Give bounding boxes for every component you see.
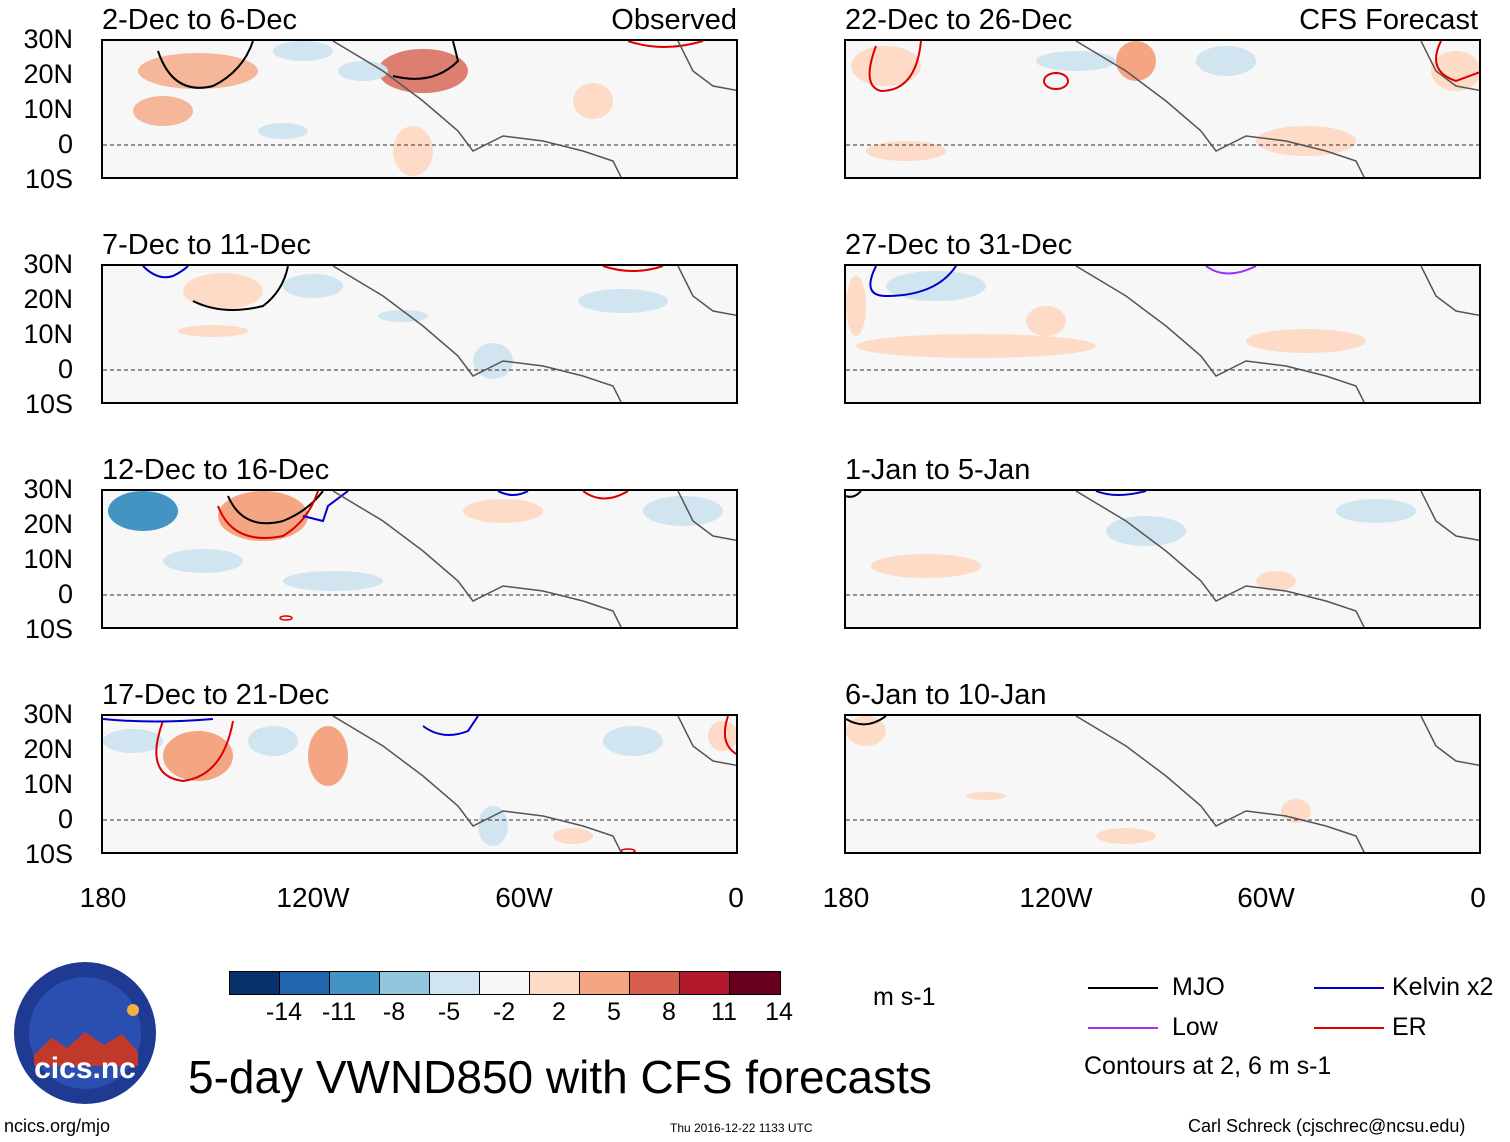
panel-title-fc-4: 6-Jan to 10-Jan	[845, 679, 1047, 711]
colorbar-units: m s-1	[873, 983, 936, 1011]
legend-low-line	[1088, 1027, 1158, 1029]
lat-label-10n: 10N	[23, 94, 73, 124]
footer-url: ncics.org/mjo	[4, 1116, 111, 1136]
lon-label-180: 180	[822, 882, 870, 913]
colorbar-swatch-4	[430, 972, 480, 994]
colorbar-label: -11	[321, 998, 357, 1026]
lon-label-0: 0	[1470, 882, 1486, 913]
lat-label-20n: 20N	[23, 59, 73, 89]
panel-title-obs-1: 2-Dec to 6-Dec	[102, 4, 298, 36]
panel-title-obs-3: 12-Dec to 16-Dec	[102, 454, 330, 486]
panel-title-obs-2: 7-Dec to 11-Dec	[102, 229, 311, 261]
legend-contour-note: Contours at 2, 6 m s-1	[1084, 1052, 1332, 1080]
lat-label-10s: 10S	[24, 389, 73, 419]
colorbar-swatch-1	[280, 972, 330, 994]
legend-kelvin-line	[1314, 987, 1384, 989]
colorbar-label: 14	[765, 998, 793, 1026]
lat-label-20n: 20N	[23, 734, 73, 764]
panel-title-obs-4: 17-Dec to 21-Dec	[102, 679, 330, 711]
lon-label-60w: 60W	[495, 882, 553, 913]
lat-label-10s: 10S	[24, 164, 73, 194]
footer-timestamp: Thu 2016-12-22 1133 UTC	[670, 1121, 813, 1135]
lat-label-20n: 20N	[23, 284, 73, 314]
cfs-forecast-label: CFS Forecast	[1299, 4, 1478, 36]
colorbar-label: 8	[662, 998, 676, 1026]
lat-label-30n: 30N	[23, 474, 73, 504]
lon-label-120w: 120W	[1019, 882, 1093, 913]
map-panel-fc-1	[844, 39, 1481, 179]
lat-label-30n: 30N	[23, 249, 73, 279]
colorbar-label: 11	[711, 998, 737, 1026]
colorbar-swatch-9	[680, 972, 730, 994]
colorbar-swatch-7	[580, 972, 630, 994]
colorbar-swatch-0	[230, 972, 280, 994]
colorbar-swatch-3	[380, 972, 430, 994]
lon-label-120w: 120W	[276, 882, 350, 913]
colorbar-label: 2	[552, 998, 566, 1026]
colorbar-label: -8	[382, 998, 406, 1026]
lat-label-30n: 30N	[23, 24, 73, 54]
cics-logo: cics.nc	[12, 960, 158, 1106]
colorbar	[229, 971, 781, 995]
map-panel-obs-3	[101, 489, 738, 629]
legend-mjo-line	[1088, 987, 1158, 989]
colorbar-swatch-6	[530, 972, 580, 994]
colorbar-label: 5	[607, 998, 621, 1026]
colorbar-label: -5	[437, 998, 461, 1026]
colorbar-label: -2	[492, 998, 516, 1026]
lat-label-0: 0	[57, 129, 73, 159]
map-panel-obs-1	[101, 39, 738, 179]
colorbar-swatch-5	[480, 972, 530, 994]
map-panel-fc-4	[844, 714, 1481, 854]
lon-label-180: 180	[79, 882, 127, 913]
legend-kelvin-label: Kelvin x2	[1392, 973, 1494, 1001]
legend-er-label: ER	[1392, 1013, 1427, 1041]
observed-label: Observed	[611, 4, 737, 36]
lat-label-0: 0	[57, 579, 73, 609]
lon-label-60w: 60W	[1237, 882, 1295, 913]
lat-label-10n: 10N	[23, 319, 73, 349]
legend-mjo-label: MJO	[1172, 973, 1225, 1001]
lat-label-0: 0	[57, 804, 73, 834]
lon-label-0: 0	[728, 882, 744, 913]
colorbar-swatch-10	[730, 972, 780, 994]
legend-er-line	[1314, 1027, 1384, 1029]
colorbar-label: -14	[265, 998, 303, 1026]
lat-label-30n: 30N	[23, 699, 73, 729]
lat-label-0: 0	[57, 354, 73, 384]
map-panel-obs-2	[101, 264, 738, 404]
lat-label-10n: 10N	[23, 544, 73, 574]
map-panel-obs-4	[101, 714, 738, 854]
lat-label-10s: 10S	[24, 839, 73, 869]
lat-label-20n: 20N	[23, 509, 73, 539]
panel-title-fc-2: 27-Dec to 31-Dec	[845, 229, 1073, 261]
colorbar-swatch-8	[630, 972, 680, 994]
footer-author: Carl Schreck (cjschrec@ncsu.edu)	[1188, 1116, 1466, 1136]
colorbar-swatch-2	[330, 972, 380, 994]
logo-text: cics.nc	[34, 1052, 136, 1085]
legend-low-label: Low	[1172, 1013, 1218, 1041]
lat-label-10s: 10S	[24, 614, 73, 644]
panel-title-fc-1: 22-Dec to 26-Dec	[845, 4, 1073, 36]
map-panel-fc-3	[844, 489, 1481, 629]
lat-label-10n: 10N	[23, 769, 73, 799]
panel-title-fc-3: 1-Jan to 5-Jan	[845, 454, 1031, 486]
figure-title: 5-day VWND850 with CFS forecasts	[188, 1051, 932, 1103]
map-panel-fc-2	[844, 264, 1481, 404]
